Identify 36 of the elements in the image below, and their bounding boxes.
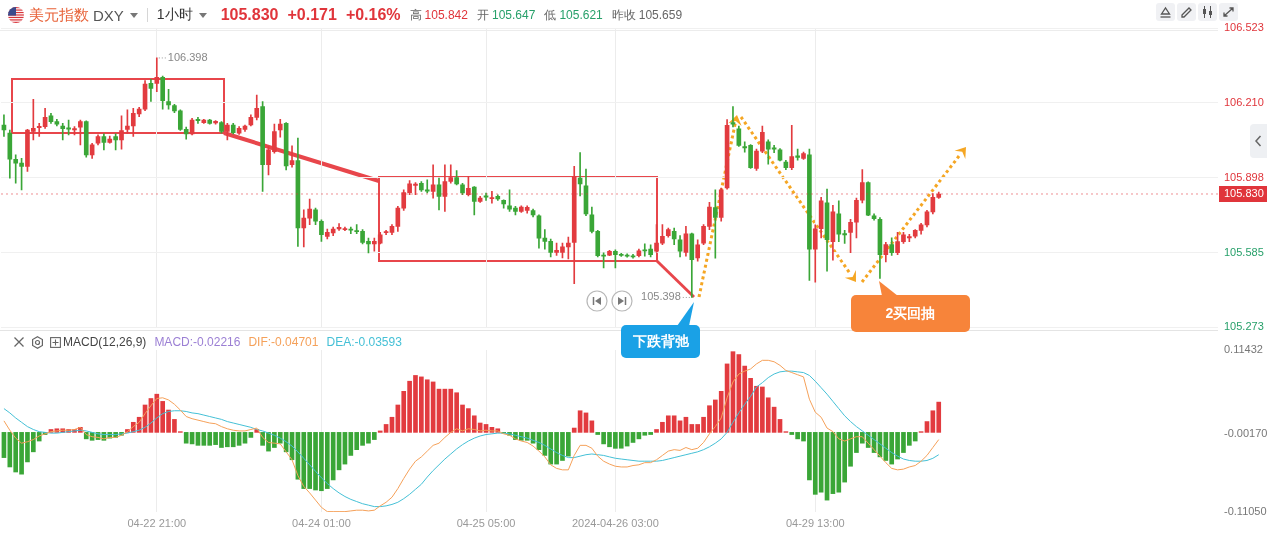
text: MACD:-0.02216 [154, 335, 241, 349]
text: DIF:-0.04701 [248, 335, 319, 349]
ref-line-label: 105.830 [1224, 187, 1264, 200]
text: 高 [409, 6, 422, 24]
text: 105.647 [491, 8, 536, 22]
y-tick-label: 106.523 [1224, 21, 1264, 34]
y-tick-label: 0.11432 [1224, 343, 1263, 356]
text: 105.621 [559, 8, 603, 22]
x-tick-label: 04-29 13:00 [785, 516, 845, 529]
text: 开 [476, 6, 489, 24]
text: DEA:-0.03593 [326, 335, 402, 349]
x-tick-label: 04-25 05:00 [456, 516, 516, 529]
text: 105.659 [638, 8, 683, 22]
y-tick-label: 105.585 [1224, 245, 1264, 258]
annotation: 106.398 [167, 50, 208, 63]
text: 低 [544, 6, 557, 24]
x-tick-label: 2024-04-26 03:00 [571, 516, 659, 529]
y-tick-label: 106.210 [1224, 96, 1264, 108]
text: DXY [93, 6, 124, 24]
text: +0.171 [287, 6, 337, 24]
y-tick-label: 105.273 [1224, 320, 1264, 333]
text: 下跌背弛 [632, 332, 689, 351]
x-tick-label: 04-22 21:00 [127, 516, 187, 529]
text: 105.830 [220, 6, 279, 24]
text: 昨收 [611, 6, 636, 24]
y-tick-label: -0.11050 [1224, 505, 1267, 518]
text: 105.842 [424, 8, 468, 22]
annotation: 2买回抽 [885, 304, 936, 323]
y-tick-label: -0.00170 [1224, 426, 1267, 439]
chart-title: MACD(12,26,9) [63, 335, 147, 349]
y-tick-label: 105.898 [1224, 170, 1264, 183]
annotation: 105.398 [641, 290, 681, 303]
text: +0.16% [345, 6, 401, 24]
text: 1小时 [156, 6, 193, 24]
x-tick-label: 04-24 01:00 [292, 516, 351, 529]
chart-title: 美元指数 [29, 5, 89, 25]
